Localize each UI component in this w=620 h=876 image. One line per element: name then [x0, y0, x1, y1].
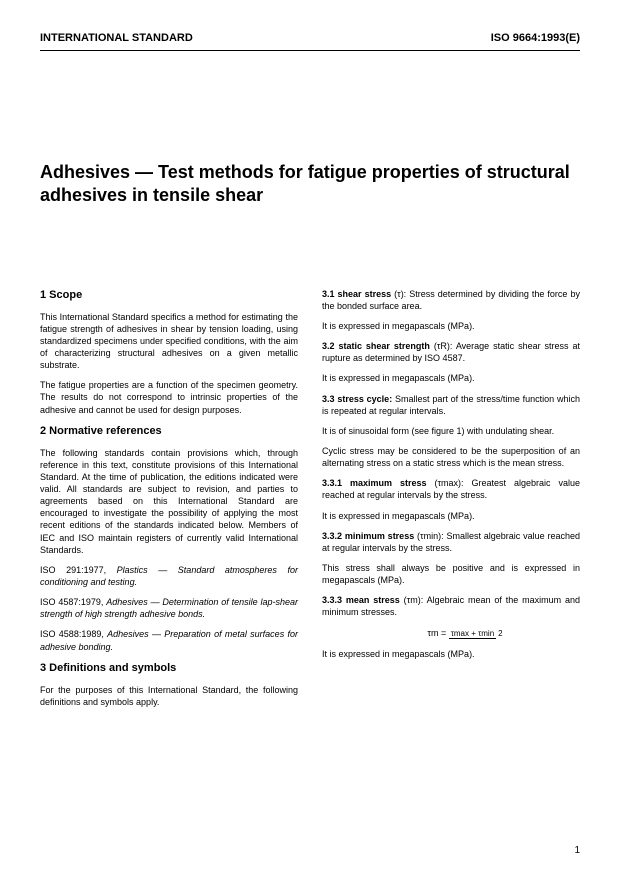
scope-para-1: This International Standard specifics a … [40, 311, 298, 372]
scope-para-2: The fatigue properties are a function of… [40, 379, 298, 415]
reference-1: ISO 291:1977, Plastics — Standard atmosp… [40, 564, 298, 588]
def-max-stress: 3.3.1 maximum stress (τmax): Greatest al… [322, 477, 580, 501]
reference-2: ISO 4587:1979, Adhesives — Determination… [40, 596, 298, 620]
normative-para: The following standards contain provisio… [40, 447, 298, 556]
def-mean-stress: 3.3.3 mean stress (τm): Algebraic mean o… [322, 594, 580, 618]
def-static-shear: 3.2 static shear strength (τR): Average … [322, 340, 580, 364]
header-left: INTERNATIONAL STANDARD [40, 32, 193, 44]
min-stress-p2: This stress shall always be positive and… [322, 562, 580, 586]
unit-note-3: It is expressed in megapascals (MPa). [322, 510, 580, 522]
reference-3: ISO 4588:1989, Adhesives — Preparation o… [40, 628, 298, 652]
definitions-intro: For the purposes of this International S… [40, 684, 298, 708]
document-title: Adhesives — Test methods for fatigue pro… [40, 161, 580, 208]
content-columns: 1 Scope This International Standard spec… [40, 288, 580, 716]
unit-note-1: It is expressed in megapascals (MPa). [322, 320, 580, 332]
right-column: 3.1 shear stress (τ): Stress determined … [322, 288, 580, 716]
mean-stress-formula: τm = τmax + τmin2 [352, 627, 580, 640]
stress-cycle-p3: Cyclic stress may be considered to be th… [322, 445, 580, 469]
page-number: 1 [574, 845, 580, 856]
unit-note-4: It is expressed in megapascals (MPa). [322, 648, 580, 660]
def-min-stress: 3.3.2 minimum stress (τmin): Smallest al… [322, 530, 580, 554]
def-stress-cycle: 3.3 stress cycle: Smallest part of the s… [322, 393, 580, 417]
unit-note-2: It is expressed in megapascals (MPa). [322, 372, 580, 384]
stress-cycle-p2: It is of sinusoidal form (see figure 1) … [322, 425, 580, 437]
left-column: 1 Scope This International Standard spec… [40, 288, 298, 716]
definitions-heading: 3 Definitions and symbols [40, 661, 298, 676]
scope-heading: 1 Scope [40, 288, 298, 303]
header-right: ISO 9664:1993(E) [491, 32, 580, 44]
page-header: INTERNATIONAL STANDARD ISO 9664:1993(E) [40, 32, 580, 51]
normative-heading: 2 Normative references [40, 424, 298, 439]
def-shear-stress: 3.1 shear stress (τ): Stress determined … [322, 288, 580, 312]
